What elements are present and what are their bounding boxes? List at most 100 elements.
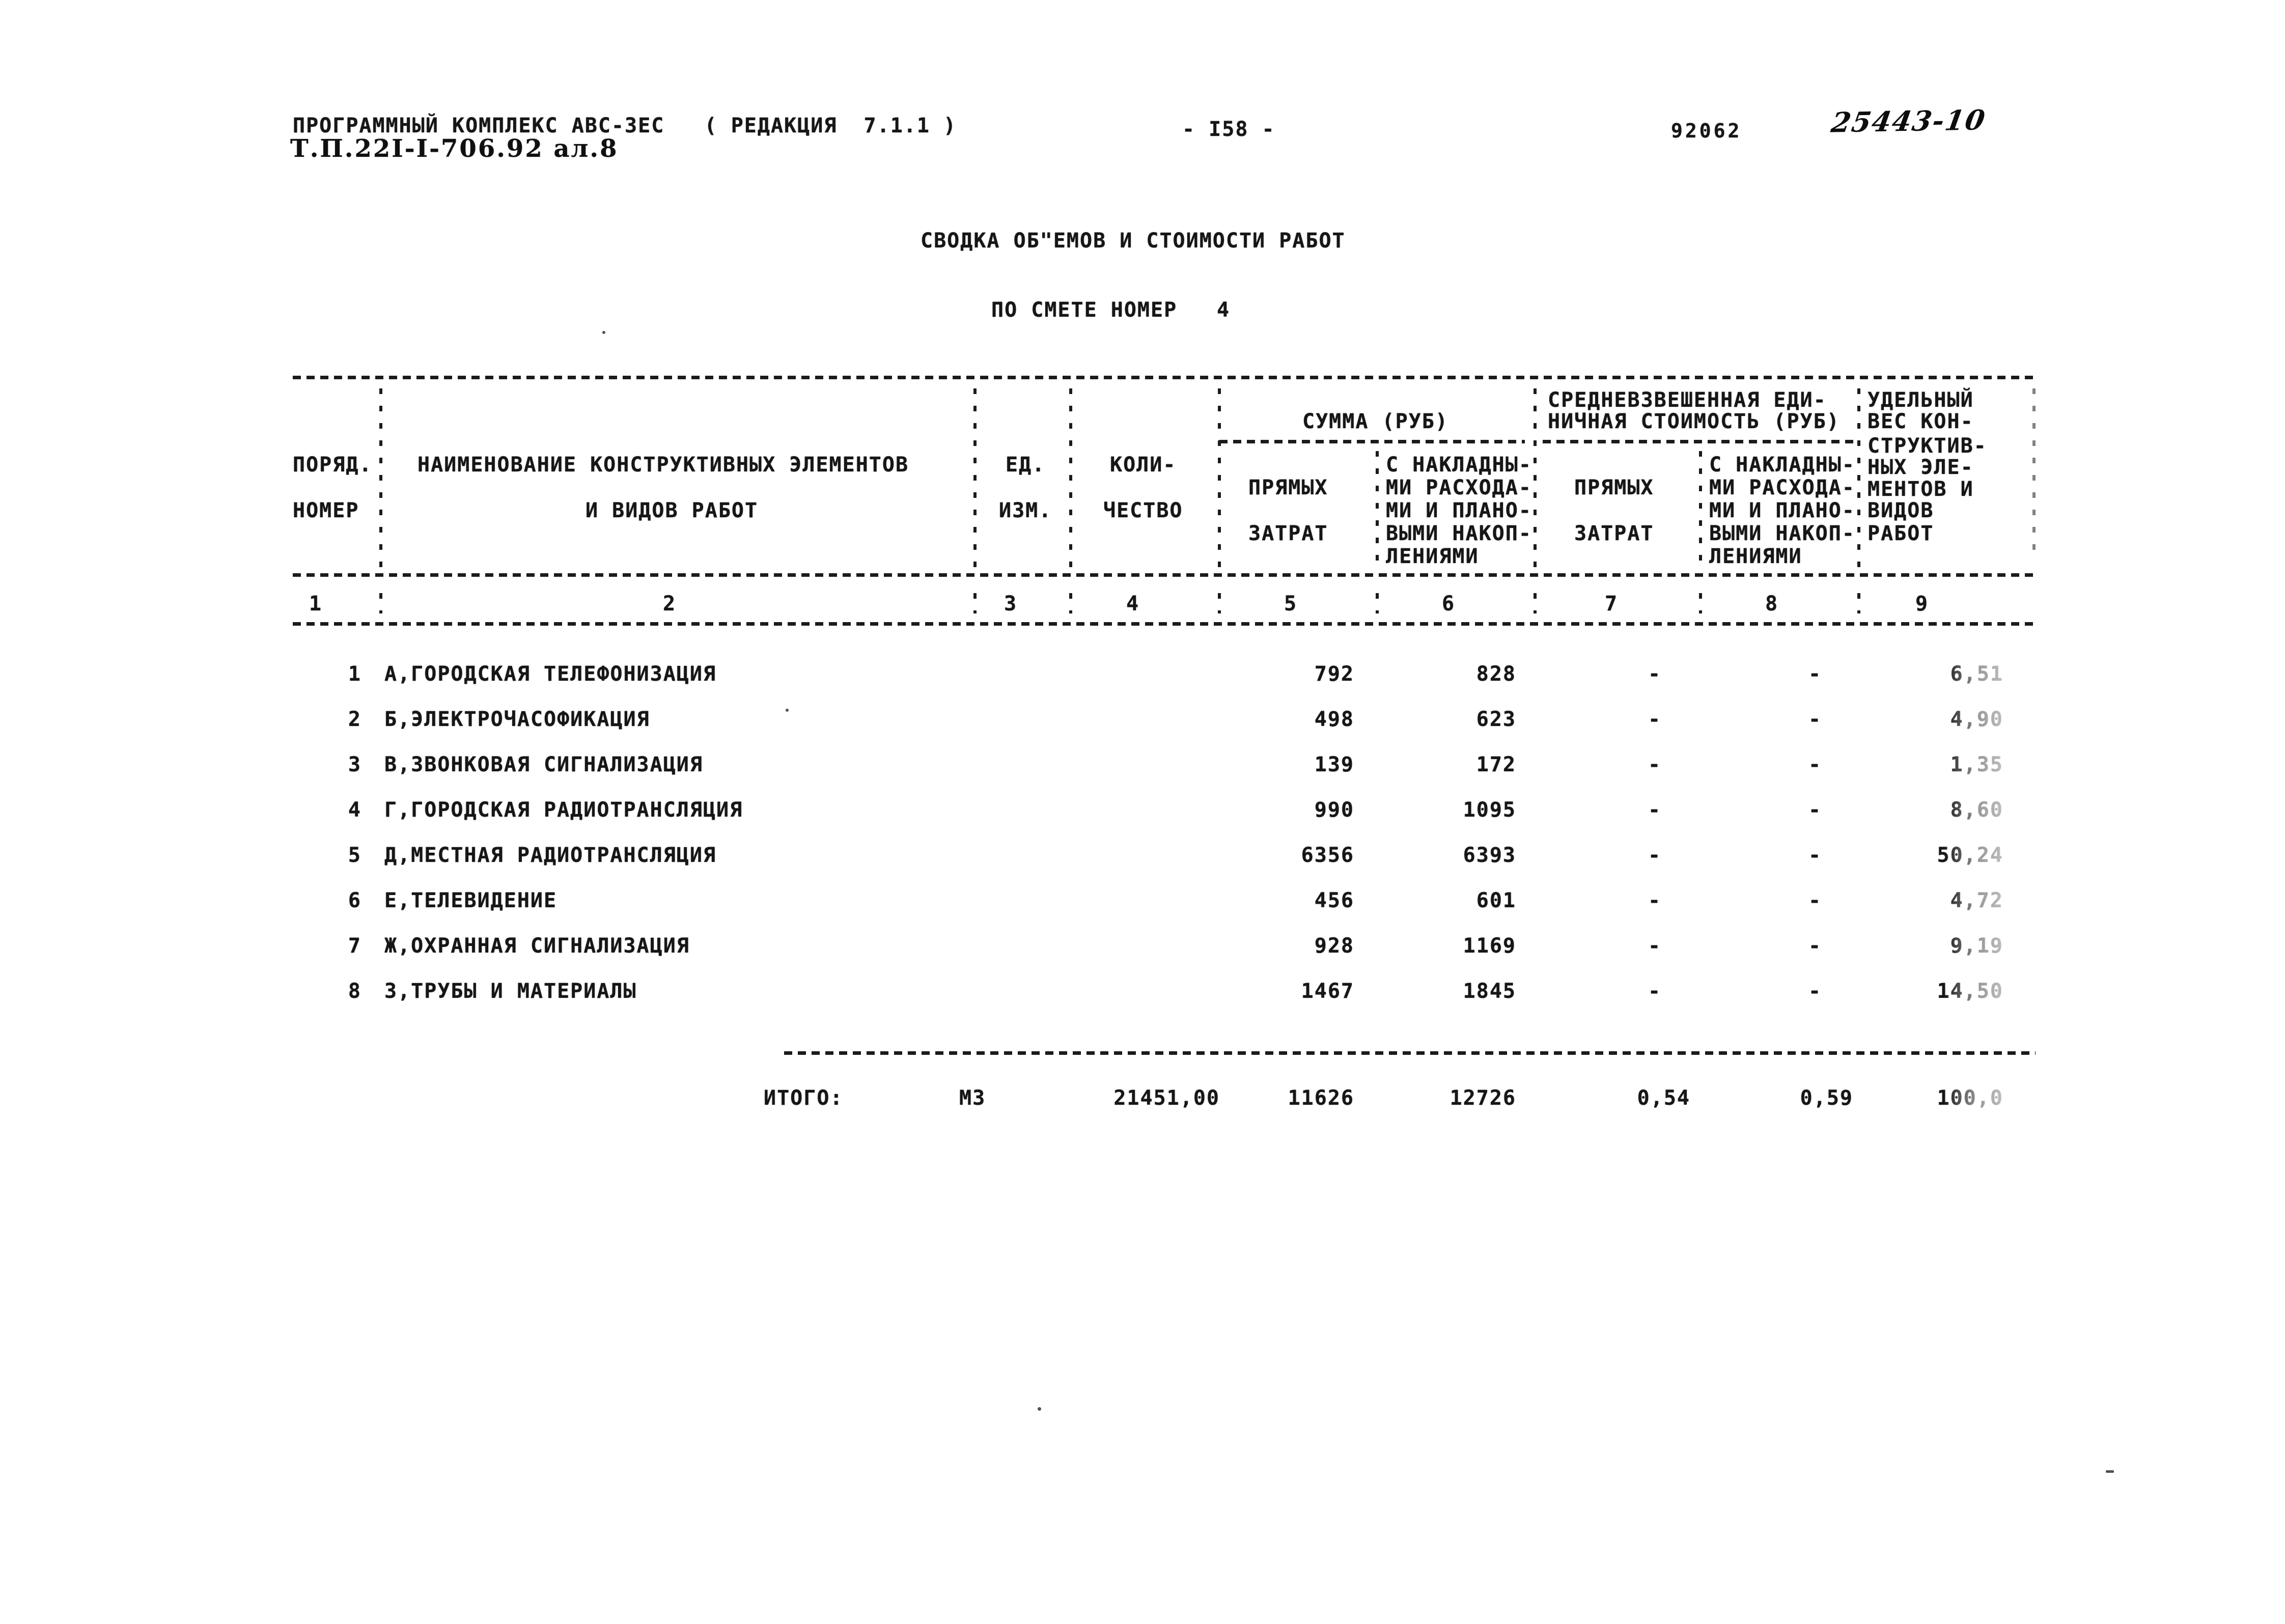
row-work-name: Ж,ОХРАННАЯ СИГНАЛИЗАЦИЯ — [384, 934, 690, 958]
row-work-name: Г,ГОРОДСКАЯ РАДИОТРАНСЛЯЦИЯ — [384, 798, 743, 822]
header-col9-line1: УДЕЛЬНЫЙ — [1868, 388, 1974, 412]
row-cost-with-overhead: 623 — [1476, 708, 1516, 731]
row-cost-with-overhead: 172 — [1476, 753, 1516, 776]
header-col9-line5: МЕНТОВ И — [1868, 478, 1974, 501]
totals-quantity: 21451,00 — [1113, 1086, 1220, 1110]
row-number: 7 — [348, 934, 361, 958]
table-row: 2 Б,ЭЛЕКТРОЧАСОФИКАЦИЯ 498 623 - - 4,90 — [0, 708, 2285, 733]
header-col8-overhead-line2: МИ РАСХОДА- — [1709, 476, 1855, 499]
column-number-4: 4 — [1126, 592, 1140, 615]
row-direct-cost: 6356 — [1301, 844, 1354, 867]
column-number-7: 7 — [1604, 592, 1619, 615]
estimate-number-value: 4 — [1217, 298, 1231, 322]
row-number: 1 — [348, 662, 361, 686]
totals-direct-cost: 11626 — [1288, 1086, 1354, 1110]
row-unit-cost-with-overhead: - — [1808, 662, 1822, 686]
row-unit-cost-with-overhead: - — [1808, 979, 1822, 1003]
colnum-separator-3 — [1069, 593, 1072, 613]
header-number: НОМЕР — [293, 499, 359, 522]
totals-row: ИТОГО: М3 21451,00 11626 12726 0,54 0,59… — [0, 1086, 2285, 1112]
row-share-percent: 8,60 — [1950, 798, 2003, 822]
header-col6-overhead-line2: МИ РАСХОДА- — [1386, 476, 1532, 499]
row-unit-direct-cost: - — [1648, 753, 1662, 776]
totals-separator-rule — [784, 1051, 2036, 1055]
page-number: - I58 - — [1182, 118, 1275, 141]
row-work-name: В,ЗВОНКОВАЯ СИГНАЛИЗАЦИЯ — [384, 753, 703, 776]
row-unit-direct-cost: - — [1648, 979, 1662, 1003]
header-col9-line7: РАБОТ — [1868, 522, 1934, 545]
header-col5-direct-line1: ПРЯМЫХ — [1248, 476, 1328, 499]
colnum-separator-2 — [973, 593, 977, 613]
header-name-line1: НАИМЕНОВАНИЕ КОНСТРУКТИВНЫХ ЭЛЕМЕНТОВ — [417, 453, 909, 477]
column-number-2: 2 — [662, 592, 677, 615]
row-unit-cost-with-overhead: - — [1808, 798, 1822, 822]
column-number-3: 3 — [1004, 592, 1018, 615]
table-row: 1 А,ГОРОДСКАЯ ТЕЛЕФОНИЗАЦИЯ 792 828 - - … — [0, 662, 2285, 688]
colnum-separator-7 — [1699, 593, 1702, 613]
colnum-separator-8 — [1857, 593, 1860, 613]
row-share-percent: 4,90 — [1950, 708, 2003, 731]
handwritten-inventory-number: 25443-10 — [1829, 103, 1988, 139]
row-unit-cost-with-overhead: - — [1808, 889, 1822, 912]
document-subtitle: ПО СМЕТЕ НОМЕР — [991, 298, 1178, 322]
totals-cost-with-overhead: 12726 — [1450, 1086, 1516, 1110]
row-cost-with-overhead: 1845 — [1463, 979, 1516, 1003]
column-numbers-bottom-rule — [293, 622, 2037, 626]
column-number-8: 8 — [1765, 592, 1779, 615]
row-unit-direct-cost: - — [1648, 798, 1662, 822]
scan-speck — [602, 331, 605, 334]
column-number-6: 6 — [1441, 592, 1456, 615]
header-quantity-line1: КОЛИ- — [1110, 453, 1177, 477]
row-number: 5 — [348, 844, 361, 867]
header-col8-overhead-line1: С НАКЛАДНЫ- — [1709, 453, 1855, 477]
row-unit-direct-cost: - — [1648, 844, 1662, 867]
header-col9-line6: ВИДОВ — [1868, 499, 1934, 522]
row-unit-direct-cost: - — [1648, 889, 1662, 912]
row-number: 4 — [348, 798, 361, 822]
colnum-separator-1 — [379, 593, 382, 613]
scan-speck — [1038, 1407, 1041, 1411]
header-col9-line2: ВЕС КОН- — [1868, 410, 1974, 433]
header-col7-direct-line2: ЗАТРАТ — [1574, 522, 1654, 545]
row-share-percent: 50,24 — [1937, 844, 2003, 867]
row-direct-cost: 1467 — [1301, 979, 1354, 1003]
colnum-separator-6 — [1534, 593, 1537, 613]
scan-speck — [2106, 1470, 2114, 1473]
row-unit-cost-with-overhead: - — [1808, 934, 1822, 958]
col2-separator — [973, 388, 977, 572]
header-group-unit-cost-line1: СРЕДНЕВЗВЕШЕННАЯ ЕДИ- — [1548, 388, 1827, 412]
row-direct-cost: 928 — [1314, 934, 1354, 958]
row-work-name: Е,ТЕЛЕВИДЕНИЕ — [384, 889, 558, 912]
row-work-name: А,ГОРОДСКАЯ ТЕЛЕФОНИЗАЦИЯ — [384, 662, 717, 686]
table-row: 4 Г,ГОРОДСКАЯ РАДИОТРАНСЛЯЦИЯ 990 1095 -… — [0, 798, 2285, 824]
project-code-stamp: Т.П.22I-I-706.92 ал.8 — [290, 134, 619, 163]
header-col8-overhead-line4: ВЫМИ НАКОП- — [1709, 522, 1855, 545]
table-row: 8 З,ТРУБЫ И МАТЕРИАЛЫ 1467 1845 - - 14,5… — [0, 979, 2285, 1005]
row-cost-with-overhead: 1169 — [1463, 934, 1516, 958]
row-number: 2 — [348, 708, 361, 731]
row-cost-with-overhead: 601 — [1476, 889, 1516, 912]
header-group-unit-cost-line2: НИЧНАЯ СТОИМОСТЬ (РУБ) — [1548, 410, 1840, 433]
row-unit-direct-cost: - — [1648, 934, 1662, 958]
row-work-name: З,ТРУБЫ И МАТЕРИАЛЫ — [384, 979, 637, 1003]
column-number-9: 9 — [1915, 592, 1929, 615]
row-share-percent: 9,19 — [1950, 934, 2003, 958]
row-unit-cost-with-overhead: - — [1808, 844, 1822, 867]
row-cost-with-overhead: 6393 — [1463, 844, 1516, 867]
row-unit-direct-cost: - — [1648, 708, 1662, 731]
row-unit-cost-with-overhead: - — [1808, 708, 1822, 731]
row-work-name: Б,ЭЛЕКТРОЧАСОФИКАЦИЯ — [384, 708, 650, 731]
header-col8-overhead-line5: ЛЕНИЯМИ — [1709, 545, 1802, 568]
header-col6-overhead-line4: ВЫМИ НАКОП- — [1386, 522, 1532, 545]
header-col6-overhead-line5: ЛЕНИЯМИ — [1386, 545, 1479, 568]
totals-unit-direct-cost: 0,54 — [1637, 1086, 1690, 1110]
totals-share-percent: 100,0 — [1937, 1086, 2003, 1110]
sum-group-underline-rule — [1219, 440, 1525, 443]
col1-separator — [379, 388, 382, 572]
totals-unit: М3 — [959, 1086, 986, 1110]
header-col7-direct-line1: ПРЯМЫХ — [1574, 476, 1654, 499]
row-number: 6 — [348, 889, 361, 912]
row-share-percent: 1,35 — [1950, 753, 2003, 776]
table-top-rule — [293, 376, 2037, 379]
